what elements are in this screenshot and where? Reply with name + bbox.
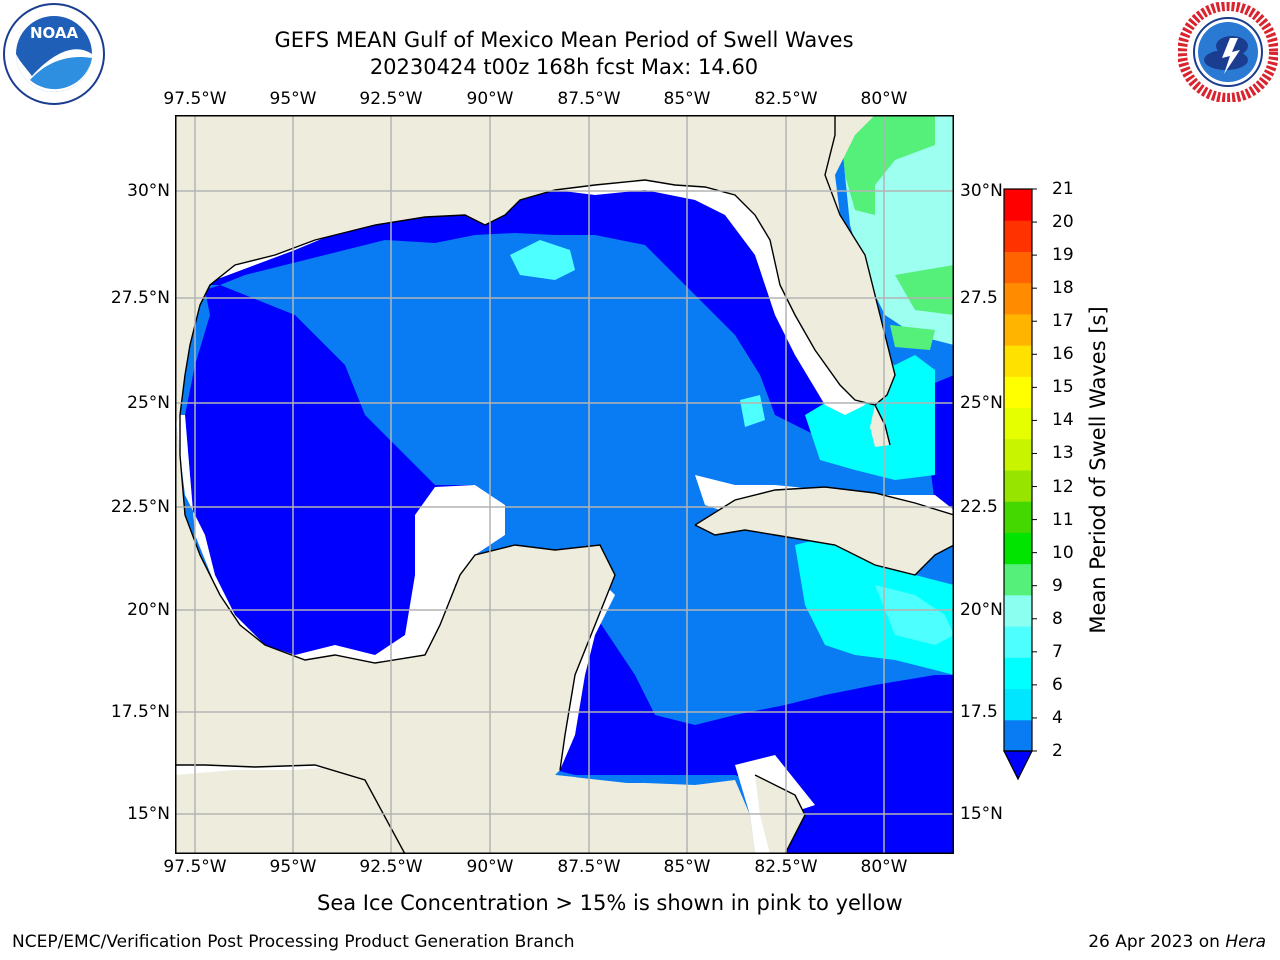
lon-label-bottom: 95°W xyxy=(269,857,317,877)
colorbar-segment xyxy=(1004,657,1032,690)
colorbar-frame xyxy=(1003,188,1033,752)
map-frame xyxy=(175,115,954,854)
colorbar-segment xyxy=(1004,407,1032,440)
lat-label-left: 27.5°N xyxy=(110,288,170,308)
lat-label-right: 22.5 xyxy=(960,497,998,517)
colorbar-segment xyxy=(1004,345,1032,377)
colorbar-tick-label: 16 xyxy=(1052,344,1074,365)
lat-label-left: 22.5°N xyxy=(110,497,170,517)
ocean-region-dark xyxy=(930,375,954,510)
land-cuba xyxy=(695,487,954,575)
colorbar-segment xyxy=(1004,313,1032,346)
chart-title: GEFS MEAN Gulf of Mexico Mean Period of … xyxy=(274,28,854,52)
colorbar-segment xyxy=(1004,470,1032,502)
colorbar-tick-label: 15 xyxy=(1052,377,1074,398)
colorbar-segment xyxy=(1004,719,1032,752)
colorbar-tick-label: 11 xyxy=(1052,509,1074,530)
colorbar-segment xyxy=(1004,563,1032,596)
lat-label-left: 15°N xyxy=(127,804,170,824)
lon-label-top: 95°W xyxy=(269,89,317,109)
land-keys xyxy=(870,405,890,447)
footer-date-text: 26 Apr 2023 on xyxy=(1088,932,1226,952)
lon-label-bottom: 90°W xyxy=(466,857,514,877)
colorbar-segment xyxy=(1004,189,1032,221)
ocean-region-cyan xyxy=(805,355,935,480)
colorbar-segment xyxy=(1004,438,1032,471)
colorbar-segment xyxy=(1004,251,1032,284)
colorbar-tick-label: 10 xyxy=(1052,542,1074,563)
ocean-region-cyan xyxy=(875,585,954,645)
footer-machine: Hera xyxy=(1225,932,1266,952)
lon-label-top: 92.5°W xyxy=(359,89,423,109)
svg-text:NOAA: NOAA xyxy=(30,24,79,42)
lat-label-right: 30°N xyxy=(960,181,1003,201)
lon-label-bottom: 92.5°W xyxy=(359,857,423,877)
colorbar-tick-label: 12 xyxy=(1052,476,1074,497)
chart-subtitle: 20230424 t00z 168h fcst Max: 14.60 xyxy=(369,55,759,79)
lat-label-left: 20°N xyxy=(127,600,170,620)
lon-label-bottom: 85°W xyxy=(663,857,711,877)
land-usa xyxy=(175,115,895,425)
ocean-region-green xyxy=(890,325,935,350)
colorbar-label: Mean Period of Swell Waves [s] xyxy=(1086,306,1110,634)
colorbar xyxy=(1003,188,1037,781)
footer-credit: NCEP/EMC/Verification Post Processing Pr… xyxy=(12,932,575,952)
colorbar-tick-label: 17 xyxy=(1052,311,1074,332)
lat-label-right: 15°N xyxy=(960,804,1003,824)
ocean-region-cyan xyxy=(510,240,575,280)
lat-label-right: 20°N xyxy=(960,600,1003,620)
ocean-region-green xyxy=(895,265,954,315)
lon-label-bottom: 80°W xyxy=(860,857,908,877)
lon-label-top: 80°W xyxy=(860,89,908,109)
nws-logo-icon xyxy=(1178,2,1278,102)
ocean-region-cyan xyxy=(795,535,954,675)
colorbar-segment xyxy=(1004,282,1032,315)
ocean-region-green xyxy=(840,115,935,215)
colorbar-tick-label: 19 xyxy=(1052,245,1074,266)
lat-label-right: 25°N xyxy=(960,393,1003,413)
noaa-logo-icon: NOAA xyxy=(3,3,105,105)
colorbar-segment xyxy=(1004,626,1032,658)
land-mexico xyxy=(175,415,755,854)
lat-label-right: 27.5 xyxy=(960,288,998,308)
lon-label-bottom: 97.5°W xyxy=(163,857,227,877)
colorbar-tick-label: 4 xyxy=(1052,707,1063,728)
colorbar-tick-label: 20 xyxy=(1052,212,1074,233)
colorbar-tick-label: 2 xyxy=(1052,741,1063,761)
ocean-region-dark xyxy=(205,175,855,435)
colorbar-segment xyxy=(1004,501,1032,533)
lon-label-top: 82.5°W xyxy=(754,89,818,109)
colorbar-tick-label: 14 xyxy=(1052,410,1074,431)
footer-date: 26 Apr 2023 on Hera xyxy=(1088,932,1266,952)
colorbar-tick-label: 18 xyxy=(1052,278,1074,299)
lon-label-top: 85°W xyxy=(663,89,711,109)
colorbar-tick-label: 6 xyxy=(1052,674,1063,695)
colorbar-extend-arrow xyxy=(1003,750,1033,781)
lon-label-bottom: 87.5°W xyxy=(557,857,621,877)
map-panel xyxy=(175,115,954,854)
colorbar-segment xyxy=(1004,532,1032,565)
lon-label-top: 97.5°W xyxy=(163,89,227,109)
lat-label-left: 17.5°N xyxy=(110,702,170,722)
ocean-region-dark xyxy=(555,585,954,854)
colorbar-segment xyxy=(1004,376,1032,409)
coastal-margin xyxy=(175,415,505,677)
colorbar-tick-label: 13 xyxy=(1052,443,1074,464)
sea-ice-note: Sea Ice Concentration > 15% is shown in … xyxy=(317,891,903,915)
lon-label-bottom: 82.5°W xyxy=(754,857,818,877)
colorbar-segment xyxy=(1004,594,1032,627)
lat-label-left: 25°N xyxy=(127,393,170,413)
lon-label-top: 87.5°W xyxy=(557,89,621,109)
colorbar-segment xyxy=(1004,220,1032,252)
lat-label-right: 17.5 xyxy=(960,702,998,722)
colorbar-segment xyxy=(1004,688,1032,721)
lon-label-top: 90°W xyxy=(466,89,514,109)
graticule xyxy=(175,115,954,854)
colorbar-tick-label: 9 xyxy=(1052,575,1063,596)
lat-label-left: 30°N xyxy=(127,181,170,201)
colorbar-tick-label: 7 xyxy=(1052,641,1063,662)
colorbar-tick-label: 21 xyxy=(1052,179,1074,199)
colorbar-tick-label: 8 xyxy=(1052,608,1063,629)
